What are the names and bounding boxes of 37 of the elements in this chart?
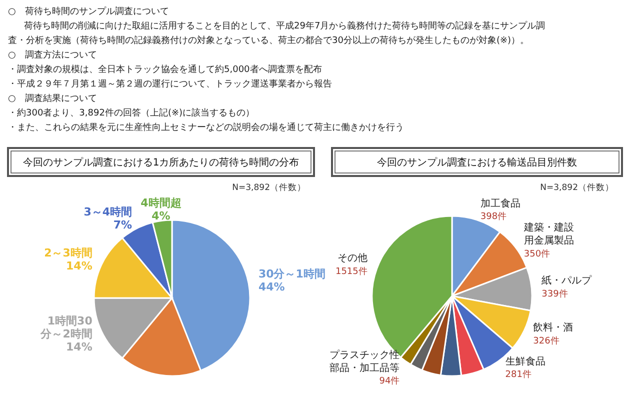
slice-label: 30分～1時間 bbox=[258, 268, 326, 281]
slice-label: 生鮮食品 bbox=[505, 355, 546, 368]
text: ・約300者より、3,892件の回答（上記(※)に該当するもの） bbox=[8, 108, 255, 118]
slice-label: その他 bbox=[337, 252, 368, 264]
text: ○ 調査結果について bbox=[8, 93, 97, 104]
slice-label: 建築・建設用金属製品 bbox=[522, 222, 574, 247]
text: ・また、これらの結果を元に生産性向上セミナーなどの説明会の場を通じて荷主に働きかけを行う bbox=[8, 122, 404, 133]
text: ・平成２９年７月第１週～第２週の運行について、トラック運送事業者から報告 bbox=[8, 78, 332, 90]
data-label: 94件 bbox=[379, 376, 400, 387]
chart-title: 今回のサンプル調査における輸送品目別件数 bbox=[377, 156, 577, 169]
data-label: 14% bbox=[66, 340, 92, 354]
slice-label: 1時間30分～2時間 bbox=[40, 314, 93, 340]
text: ○ 荷待ち時間のサンプル調査について bbox=[8, 6, 169, 17]
data-label: 7% bbox=[113, 218, 132, 232]
data-label: 44% bbox=[258, 280, 285, 294]
slice-label: 飲料・酒 bbox=[533, 322, 574, 334]
slice-label: 加工食品 bbox=[480, 197, 520, 210]
text: 荷待ち時間の削減に向けた取組に活用することを目的として、平成29年7月から義務付けた荷待ち時間等の記録を基にサンプル調 bbox=[24, 20, 546, 32]
slice-label: 3～4時間 bbox=[84, 206, 132, 219]
slice-label: 4時間超 bbox=[140, 196, 182, 210]
data-label: 14% bbox=[66, 260, 92, 273]
chart-subtitle: N=3,892（件数） bbox=[232, 182, 306, 193]
slice-label: 紙・パルプ bbox=[542, 274, 593, 287]
data-label: 4% bbox=[152, 210, 170, 223]
data-label: 398件 bbox=[480, 211, 507, 222]
slice-label: 2～3時間 bbox=[44, 246, 92, 260]
data-label: 281件 bbox=[505, 368, 532, 380]
text: 査・分析を実施（荷待ち時間の記録義務付けの対象となっている、荷主の都合で30分以上の荷待ちが発生したものが対象(※)）。 bbox=[8, 35, 530, 46]
data-label: 339件 bbox=[542, 288, 568, 300]
slice-label: プラスチック性部品・加工品等 bbox=[330, 348, 400, 374]
data-label: 326件 bbox=[533, 335, 560, 346]
text: ・調査対象の規模は、全日本トラック協会を通して約5,000者へ調査票を配布 bbox=[8, 64, 322, 75]
chart-title: 今回のサンプル調査における1カ所あたりの荷待ち時間の分布 bbox=[22, 156, 300, 169]
data-label: 1515件 bbox=[335, 266, 368, 277]
data-label: 350件 bbox=[524, 248, 550, 260]
text: ○ 調査方法について bbox=[8, 50, 97, 60]
chart-subtitle: N=3,892（件数） bbox=[540, 182, 614, 193]
